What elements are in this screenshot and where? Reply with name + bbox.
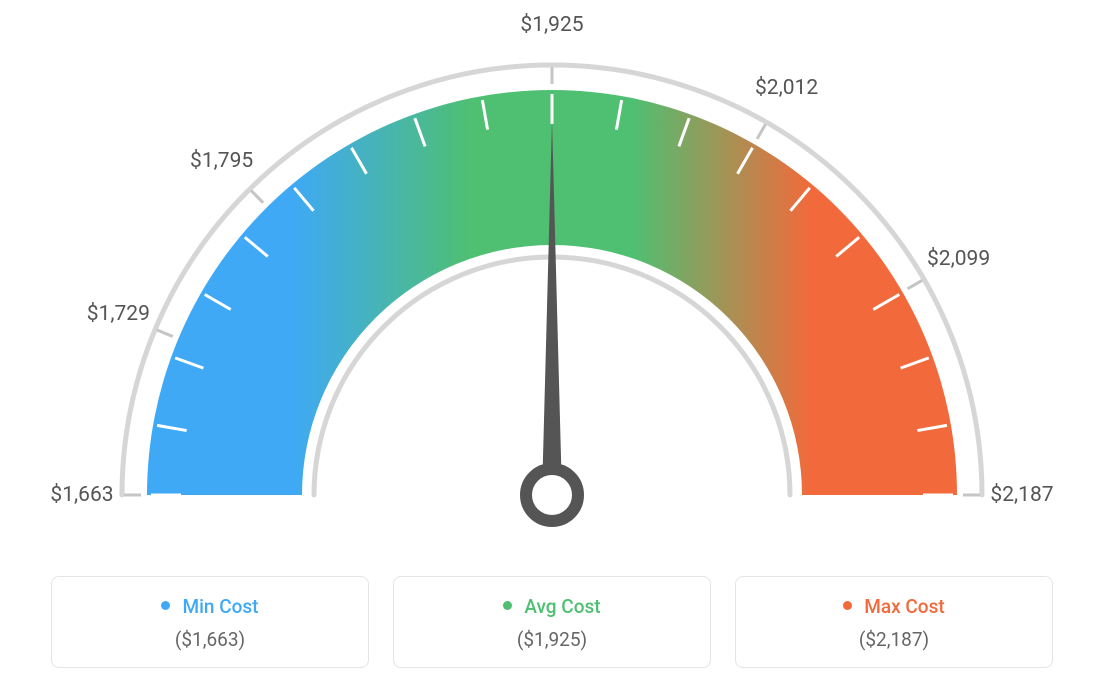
gauge-tick-label: $2,187 [990,483,1053,507]
legend-avg-value: ($1,925) [394,628,710,651]
legend-avg-title: Avg Cost [524,595,600,618]
dot-icon [843,601,852,610]
gauge-tick-label: $1,925 [520,13,583,37]
dot-icon [503,601,512,610]
dot-icon [161,601,170,610]
legend-min-title: Min Cost [182,595,258,618]
legend-min-value: ($1,663) [52,628,368,651]
gauge: $1,663 $1,729 $1,795 $1,925 $2,012 $2,099 $2,1… [0,0,1104,560]
legend-min-title-row: Min Cost [52,595,368,618]
gauge-svg [0,0,1104,560]
legend-row: Min Cost ($1,663) Avg Cost ($1,925) Max … [50,576,1054,668]
legend-max-title: Max Cost [864,595,944,618]
gauge-tick-label: $1,663 [50,483,113,507]
gauge-tick-label: $2,099 [927,247,990,271]
cost-gauge-container: $1,663 $1,729 $1,795 $1,925 $2,012 $2,099 $2,1… [0,0,1104,690]
legend-avg-title-row: Avg Cost [394,595,710,618]
gauge-tick-label: $1,729 [87,302,150,326]
legend-max-title-row: Max Cost [736,595,1052,618]
legend-card-min: Min Cost ($1,663) [51,576,369,668]
gauge-tick-label: $2,012 [755,76,818,100]
legend-card-avg: Avg Cost ($1,925) [393,576,711,668]
legend-max-value: ($2,187) [736,628,1052,651]
legend-card-max: Max Cost ($2,187) [735,576,1053,668]
gauge-tick-label: $1,795 [190,149,253,173]
